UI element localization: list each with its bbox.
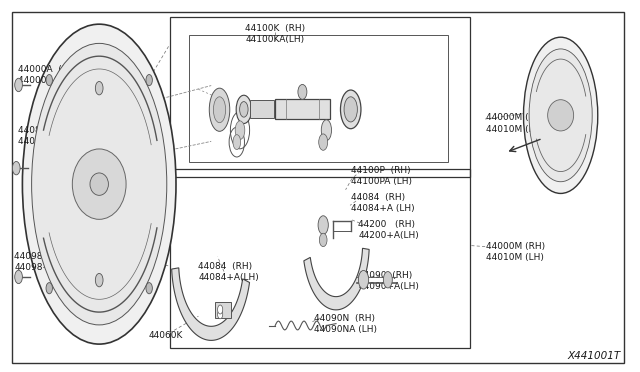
Bar bbox=[275, 99, 330, 119]
Ellipse shape bbox=[529, 49, 592, 182]
Ellipse shape bbox=[321, 120, 332, 141]
Ellipse shape bbox=[383, 272, 392, 288]
Ellipse shape bbox=[95, 81, 103, 95]
Ellipse shape bbox=[239, 102, 248, 117]
Ellipse shape bbox=[12, 161, 20, 175]
Text: 44090  (RH)
44090+A(LH): 44090 (RH) 44090+A(LH) bbox=[358, 271, 419, 291]
Ellipse shape bbox=[236, 95, 252, 124]
Bar bbox=[170, 17, 470, 177]
Text: 44081   (RH)
44081+A (LH): 44081 (RH) 44081+A (LH) bbox=[18, 126, 82, 146]
Ellipse shape bbox=[318, 216, 328, 234]
Ellipse shape bbox=[344, 97, 357, 122]
Ellipse shape bbox=[22, 24, 176, 344]
Ellipse shape bbox=[236, 121, 245, 140]
Ellipse shape bbox=[319, 233, 327, 247]
Text: 44060K: 44060K bbox=[148, 331, 183, 340]
Text: 44000A  (RH)
44000AA (LH): 44000A (RH) 44000AA (LH) bbox=[18, 65, 81, 85]
Ellipse shape bbox=[548, 100, 573, 131]
Ellipse shape bbox=[90, 173, 108, 195]
Polygon shape bbox=[172, 268, 250, 340]
Text: 44098  (RH)
44098+A(LH): 44098 (RH) 44098+A(LH) bbox=[14, 252, 75, 272]
Bar bbox=[250, 100, 274, 118]
Bar bbox=[189, 35, 448, 162]
Ellipse shape bbox=[319, 134, 328, 150]
Text: 44100P  (RH)
44100PA (LH): 44100P (RH) 44100PA (LH) bbox=[351, 166, 412, 186]
Ellipse shape bbox=[146, 283, 152, 294]
Text: 44084  (RH)
44084+A (LH): 44084 (RH) 44084+A (LH) bbox=[351, 193, 414, 213]
Text: 44200   (RH)
44200+A(LH): 44200 (RH) 44200+A(LH) bbox=[358, 220, 419, 240]
Ellipse shape bbox=[340, 90, 361, 129]
Ellipse shape bbox=[233, 135, 241, 150]
Text: 44090N  (RH)
44090NA (LH): 44090N (RH) 44090NA (LH) bbox=[314, 314, 376, 334]
Ellipse shape bbox=[15, 270, 22, 283]
Ellipse shape bbox=[146, 74, 152, 86]
Polygon shape bbox=[304, 248, 369, 310]
Text: 44000M (RH)
44010M (LH): 44000M (RH) 44010M (LH) bbox=[486, 242, 545, 262]
Bar bbox=[215, 302, 231, 318]
Ellipse shape bbox=[72, 149, 126, 219]
Ellipse shape bbox=[524, 37, 598, 193]
Ellipse shape bbox=[46, 283, 52, 294]
Text: 44000M (RH)
44010M (LH): 44000M (RH) 44010M (LH) bbox=[486, 113, 545, 134]
Ellipse shape bbox=[15, 78, 22, 92]
Text: 44084  (RH)
44084+A(LH): 44084 (RH) 44084+A(LH) bbox=[198, 262, 259, 282]
Ellipse shape bbox=[209, 88, 230, 131]
Text: 44100K  (RH)
44100KA(LH): 44100K (RH) 44100KA(LH) bbox=[245, 24, 305, 44]
Ellipse shape bbox=[358, 270, 369, 289]
Text: 44020 (RH)
44030 (LH): 44020 (RH) 44030 (LH) bbox=[77, 291, 128, 311]
Ellipse shape bbox=[218, 310, 223, 319]
Text: X441001T: X441001T bbox=[568, 351, 621, 361]
Ellipse shape bbox=[46, 74, 52, 86]
Ellipse shape bbox=[298, 84, 307, 99]
Ellipse shape bbox=[95, 273, 103, 287]
Ellipse shape bbox=[213, 97, 226, 123]
Ellipse shape bbox=[218, 305, 223, 314]
Bar bbox=[170, 169, 470, 348]
Ellipse shape bbox=[31, 44, 167, 325]
